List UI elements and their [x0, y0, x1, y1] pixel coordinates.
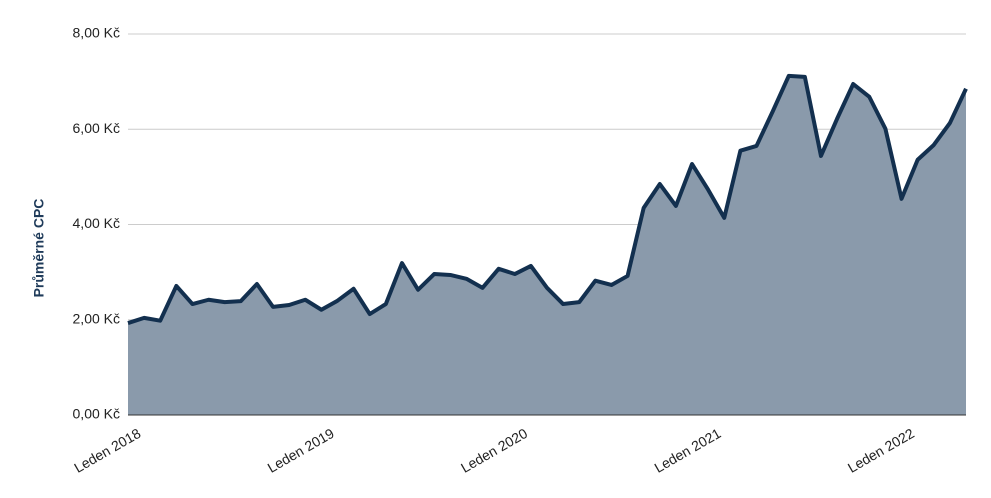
y-tick-label: 8,00 Kč — [73, 25, 120, 41]
x-tick-label: Leden 2018 — [71, 425, 143, 476]
x-tick-label: Leden 2019 — [265, 425, 337, 476]
area-fill — [128, 75, 966, 415]
area-line — [127, 73, 968, 325]
y-tick-label: 6,00 Kč — [73, 120, 120, 136]
x-tick-label: Leden 2020 — [458, 425, 530, 476]
x-tick-label: Leden 2021 — [651, 425, 723, 476]
y-axis-title: Průměrné CPC — [31, 199, 47, 298]
y-tick-label: 4,00 Kč — [73, 215, 120, 231]
y-tick-label: 0,00 Kč — [73, 406, 120, 422]
x-tick-label: Leden 2022 — [845, 425, 917, 476]
y-tick-label: 2,00 Kč — [73, 310, 120, 326]
